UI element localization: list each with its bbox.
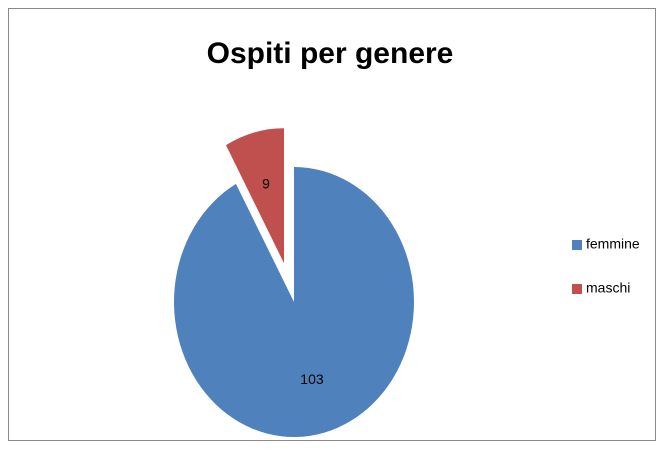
chart-title: Ospiti per genere	[207, 37, 454, 70]
legend-label: femmine	[586, 236, 640, 252]
legend-swatch	[572, 284, 582, 294]
data-label: 9	[262, 176, 270, 192]
pie-slice	[173, 167, 414, 437]
legend-label: maschi	[586, 280, 630, 296]
pie-slice	[225, 128, 285, 264]
legend-swatch	[572, 240, 582, 250]
data-label: 103	[300, 371, 324, 387]
